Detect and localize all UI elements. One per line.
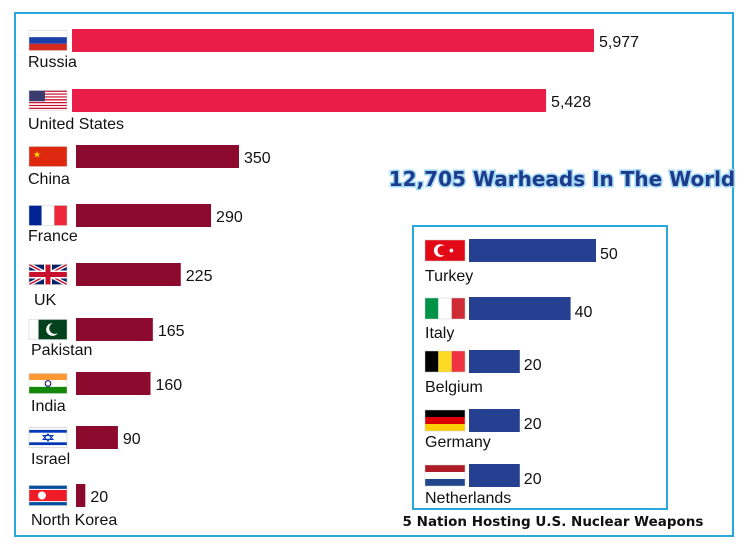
value-label: 290 — [216, 209, 243, 226]
category-label: Belgium — [425, 379, 483, 396]
value-label: 160 — [156, 377, 183, 394]
flag-united-states-icon — [28, 90, 68, 111]
category-label: India — [31, 398, 66, 415]
category-label: China — [28, 171, 70, 188]
warheads-chart: 5,977 Russia 5,428 United States ★ 350 China 29… — [28, 29, 639, 529]
category-label: UK — [34, 292, 57, 309]
svg-text:★: ★ — [33, 151, 41, 161]
value-label: 20 — [524, 416, 542, 433]
bar-uk — [76, 263, 181, 286]
value-label: 350 — [244, 150, 271, 167]
category-label: United States — [28, 116, 124, 133]
bar-italy — [469, 297, 571, 320]
flag-pakistan-icon — [28, 319, 68, 340]
inset-title: 5 Nation Hosting U.S. Nuclear Weapons — [403, 514, 704, 530]
bar-germany — [469, 409, 520, 432]
bar-russia — [72, 29, 594, 52]
value-label: 5,428 — [551, 94, 591, 111]
inset-frame — [412, 225, 668, 510]
bar-north-korea — [76, 484, 86, 507]
chart-title: 12,705 Warheads In The World — [389, 167, 736, 191]
category-label: Turkey — [425, 268, 473, 285]
value-label: 20 — [524, 357, 542, 374]
flag-italy-icon — [424, 297, 466, 320]
value-label: 165 — [158, 323, 185, 340]
value-label: 90 — [123, 431, 141, 448]
bar-united-states — [72, 89, 547, 112]
flag-israel-icon — [28, 427, 68, 448]
category-label: Netherlands — [425, 490, 511, 507]
value-label: 50 — [600, 246, 618, 263]
flag-north-korea-icon — [28, 485, 68, 506]
flag-france-icon — [28, 205, 68, 226]
flag-uk-icon — [28, 262, 68, 287]
bar-china — [76, 145, 239, 168]
category-label: Israel — [31, 451, 70, 468]
bar-israel — [76, 426, 118, 449]
flag-turkey-icon — [424, 239, 466, 262]
flag-netherlands-icon — [424, 464, 466, 487]
value-label: 225 — [186, 268, 213, 285]
value-label: 20 — [524, 471, 542, 488]
bar-france — [76, 204, 212, 227]
value-label: 5,977 — [599, 34, 639, 51]
flag-belgium-icon — [424, 350, 466, 373]
bar-netherlands — [469, 464, 520, 487]
bar-turkey — [469, 239, 596, 262]
category-label: Pakistan — [31, 342, 92, 359]
flag-germany-icon — [424, 409, 466, 432]
value-label: 40 — [575, 304, 593, 321]
bar-pakistan — [76, 318, 153, 341]
category-label: France — [28, 228, 78, 245]
value-label: 20 — [90, 489, 108, 506]
category-label: Russia — [28, 54, 77, 71]
category-label: Italy — [425, 325, 454, 342]
category-label: North Korea — [31, 512, 117, 529]
flag-china-icon: ★ — [28, 146, 68, 167]
bar-india — [76, 372, 151, 395]
flag-india-icon — [28, 373, 68, 394]
bar-belgium — [469, 350, 520, 373]
category-label: Germany — [425, 434, 491, 451]
us-hosting-chart: 50 Turkey 40 Italy 20 Belgium 20 Germany 20 Nethe… — [424, 239, 618, 507]
flag-russia-icon — [28, 30, 68, 51]
